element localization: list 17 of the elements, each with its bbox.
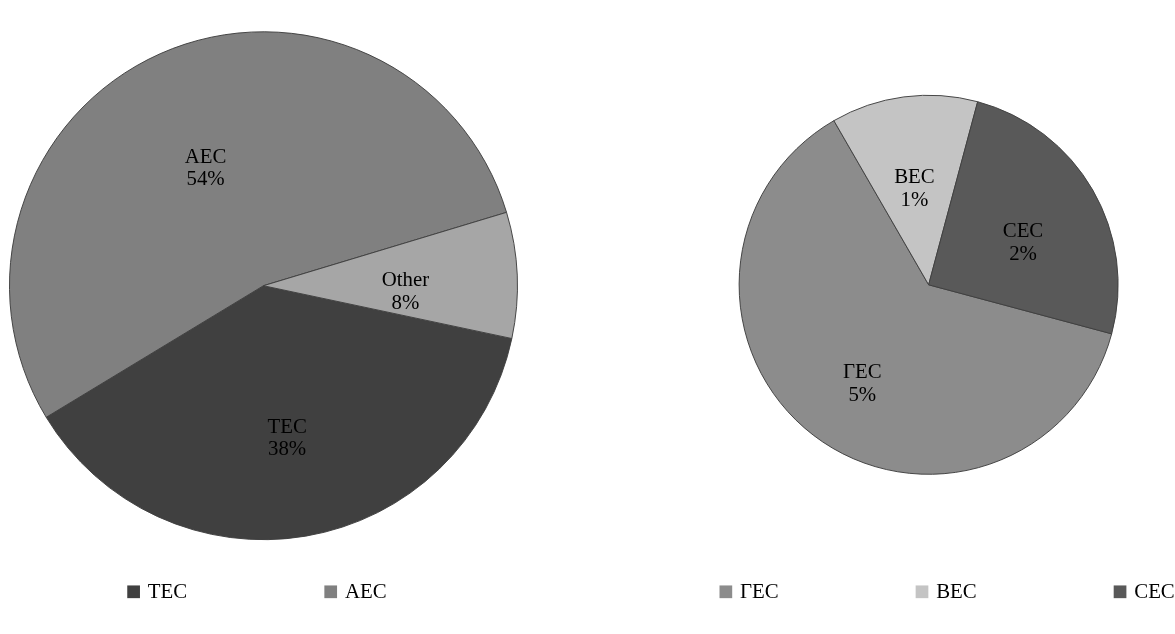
slice-label: ГЕС <box>842 358 882 383</box>
legend-label: СЕС <box>1134 579 1175 604</box>
slice-label: ВЕС <box>894 164 935 189</box>
data-label: 8% <box>391 290 420 315</box>
slice-label: СЕС <box>1002 217 1044 242</box>
legend-label: ВЕС <box>936 579 977 604</box>
slice-label: АЕС <box>184 143 227 168</box>
legend-label: ГЕС <box>740 579 779 604</box>
data-label: 38% <box>268 436 307 461</box>
data-label: 54% <box>186 166 225 191</box>
data-label: 1% <box>900 187 929 212</box>
legend-label: ТЕС <box>147 579 188 604</box>
data-label: 2% <box>1009 240 1037 265</box>
legend-label: АЕС <box>344 579 387 604</box>
slice-label: Other <box>381 267 430 292</box>
slice-label: ТЕС <box>267 413 307 438</box>
data-label: 5% <box>848 381 877 406</box>
